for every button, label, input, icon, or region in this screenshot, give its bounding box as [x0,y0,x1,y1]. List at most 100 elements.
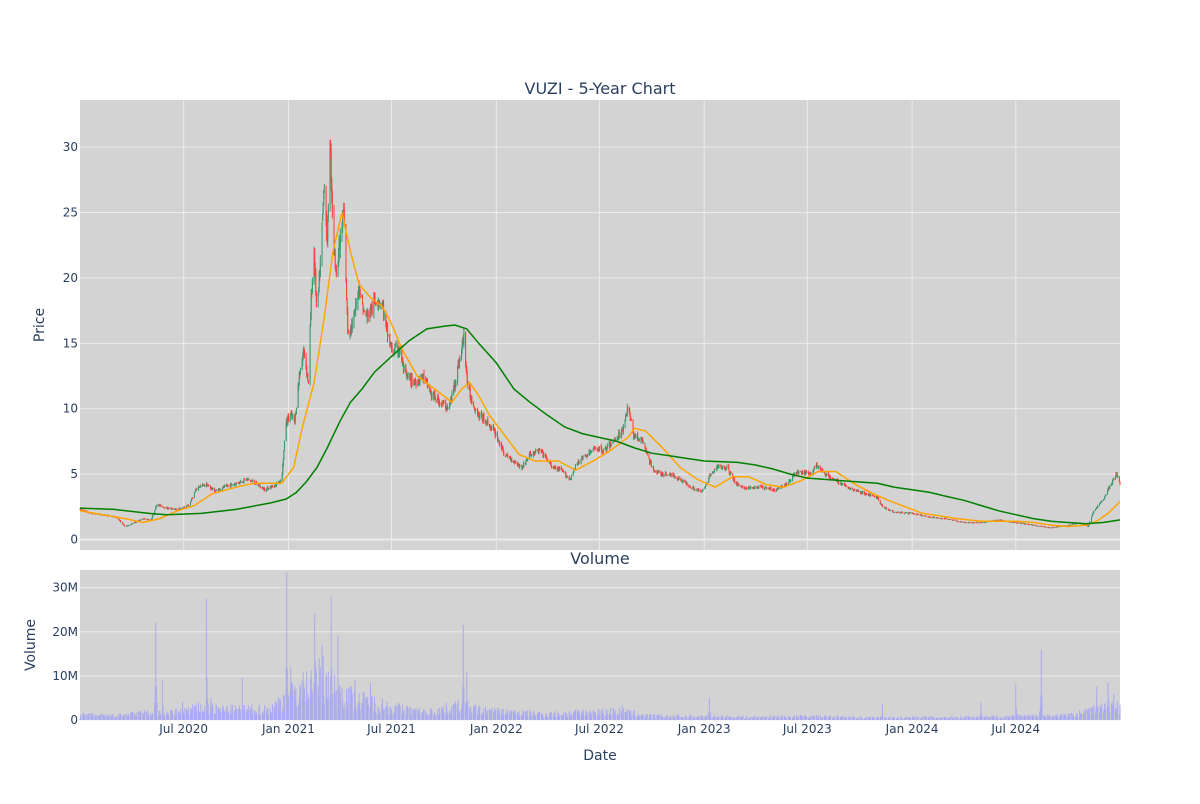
volume-bar [758,717,760,720]
volume-bar [820,718,822,720]
volume-bar [139,710,141,720]
volume-bar [230,704,232,720]
volume-bar [104,715,106,720]
candle-body-up [848,488,850,489]
volume-bar [896,718,898,720]
volume-bar [246,708,248,720]
volume-bar [806,717,808,720]
candle-body-up [1033,524,1035,526]
candle-body-up [525,460,527,465]
volume-bar [365,697,367,720]
volume-bar [965,715,967,720]
candle-body-up [928,516,930,518]
volume-bar [897,717,899,720]
volume-bar [253,709,255,720]
volume-bar [539,711,541,720]
volume-bar [323,695,325,720]
volume-bar [681,717,683,720]
volume-bar [1096,708,1098,720]
volume-bar [753,718,755,720]
candle-body-down [546,458,548,462]
volume-bar [217,707,219,720]
candle-body-down [275,484,277,486]
candle-body-up [222,486,224,489]
volume-bar [371,695,373,720]
candle-body-up [789,480,791,482]
volume-bar [630,716,632,720]
candle-body-up [788,483,790,485]
volume-bar [273,707,275,720]
candle-body-up [454,382,456,388]
volume-bar [301,681,303,720]
candle-body-up [809,474,811,476]
candle-body-up [318,289,320,293]
candle-body-down [561,469,563,471]
candle-body-up [417,384,419,387]
candle-body-down [236,482,238,484]
volume-bar [985,717,987,720]
volume-bar [788,716,790,720]
candle-body-up [461,345,463,350]
candle-body-down [434,392,436,397]
volume-bar [852,717,854,720]
volume-bar [482,712,484,720]
volume-bar [373,696,375,720]
volume-bar [370,703,372,720]
volume-bar [363,697,365,720]
volume-bar [792,718,794,720]
volume-y-axis-label: Volume [23,619,39,671]
candle-body-up [722,465,724,468]
volume-bar [641,714,643,720]
volume-bar [796,717,798,720]
volume-bar [741,716,743,720]
price-plot-background [80,100,1120,550]
candle-body-down [885,507,887,510]
candle-body-down [806,472,808,473]
volume-bar [770,718,772,720]
candle-body-down [1069,524,1071,526]
candle-body-down [765,487,767,489]
volume-bar [1079,713,1081,720]
volume-bar [234,705,236,720]
candle-body-up [800,471,802,473]
candle-body-down [1048,527,1050,529]
volume-bar [445,702,447,720]
candle-body-up [1055,527,1057,528]
volume-bar [135,716,137,720]
candle-body-up [616,439,618,440]
volume-bar [589,717,591,720]
candle-body-down [1045,527,1047,528]
volume-bar [481,715,483,720]
candle-body-down [730,472,732,474]
candle-body-down [80,509,82,511]
volume-bar [768,718,770,720]
volume-bar [752,716,754,720]
volume-bar [1080,713,1082,720]
volume-bar [864,717,866,720]
volume-bar [1063,715,1065,720]
volume-bar [1118,713,1120,720]
volume-bar [351,694,353,720]
volume-bar [793,715,795,720]
candle-body-up [422,374,424,376]
candle-body-up [1044,526,1046,528]
volume-bar [334,675,336,720]
candle-body-up [451,393,453,401]
volume-bar [1092,707,1094,720]
volume-bar [789,716,791,720]
candle-body-down [868,494,870,496]
candle-body-down [609,444,611,448]
volume-bar [381,698,383,720]
volume-bar [327,698,329,720]
volume-bar [849,718,851,720]
candle-body-up [338,253,340,266]
volume-bar [589,710,591,720]
volume-bar [498,708,500,720]
candle-body-up [1039,526,1041,527]
volume-bar [878,717,880,720]
volume-bar [975,718,977,720]
candle-body-down [669,473,671,475]
volume-bar [704,716,706,720]
candle-body-down [550,463,552,466]
volume-bar [977,717,979,720]
